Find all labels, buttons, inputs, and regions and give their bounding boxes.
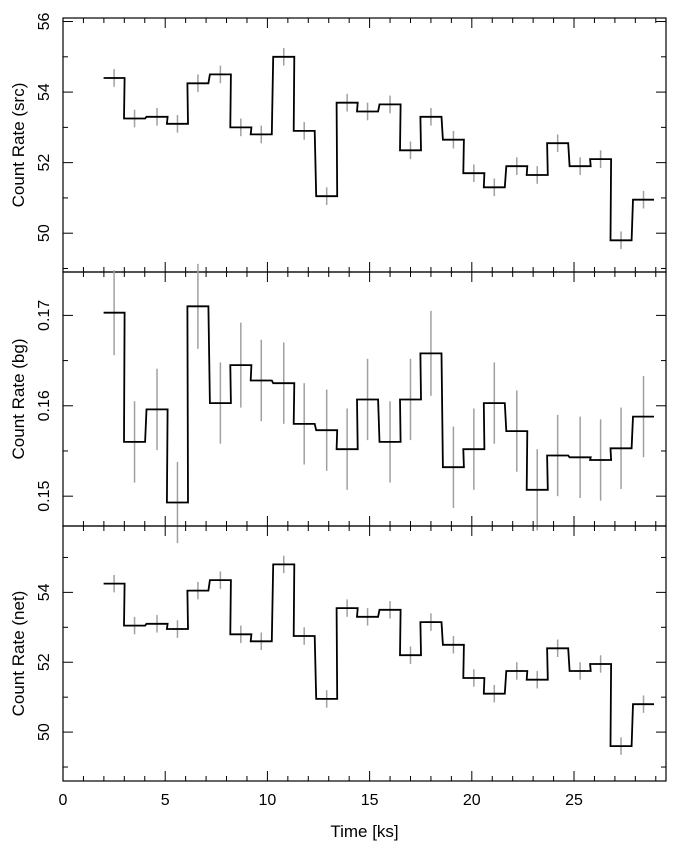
panel-src: 50 52 54 56 Count Rate (src) [9, 13, 667, 273]
y-tick-label: 52 [36, 154, 53, 172]
y-tick-label: 0.15 [36, 480, 53, 511]
x-tick-label: 0 [59, 792, 68, 809]
y-tick-label: 0.17 [36, 300, 53, 331]
panel-net: 50 52 54 Count Rate (net) 0 5 10 15 20 25 Time [ks… [9, 525, 667, 841]
y-tick-label: 54 [36, 583, 53, 601]
y-tick-label: 0.16 [36, 390, 53, 421]
y-tick-label: 50 [36, 224, 53, 242]
x-tick-label: 5 [161, 792, 170, 809]
x-axis-label: Time [ks] [330, 822, 398, 841]
x-tick-label: 10 [259, 792, 277, 809]
y-tick-label: 54 [36, 83, 53, 101]
y-axis-label-src: Count Rate (src) [9, 83, 28, 208]
panel-frame-src [62, 17, 667, 273]
x-tick-label: 15 [361, 792, 379, 809]
y-axis-label-bg: Count Rate (bg) [9, 339, 28, 460]
y-tick-label: 52 [36, 653, 53, 671]
series-step-line-net [103, 563, 654, 747]
y-tick-label: 50 [36, 723, 53, 741]
series-step-line-bg [103, 305, 654, 504]
y-tick-label: 56 [36, 13, 53, 31]
x-tick-label: 20 [463, 792, 481, 809]
x-tick-label: 25 [565, 792, 583, 809]
panel-frame-net [62, 525, 667, 782]
series-step-line-src [103, 55, 654, 242]
y-axis-label-net: Count Rate (net) [9, 591, 28, 717]
panel-bg: 0.15 0.16 0.17 Count Rate (bg) [9, 263, 667, 544]
